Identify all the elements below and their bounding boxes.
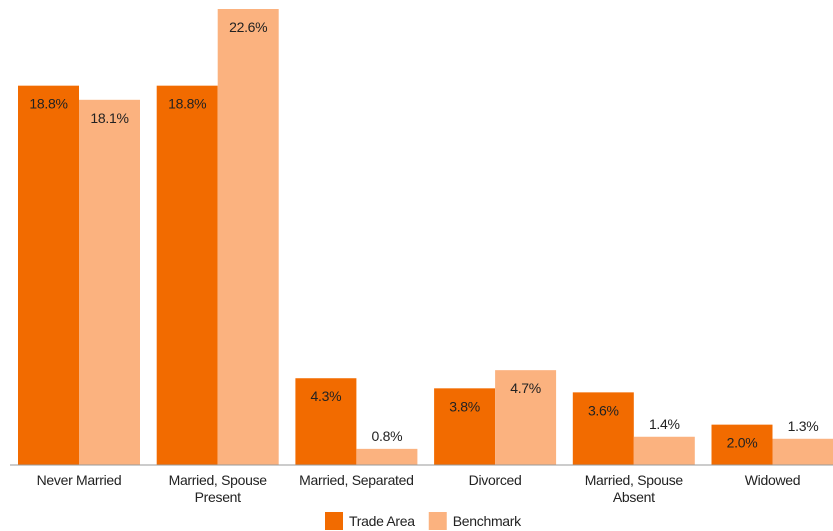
value-label: 4.3% bbox=[311, 388, 342, 404]
x-tick-label: Widowed bbox=[745, 472, 800, 488]
value-label: 18.8% bbox=[168, 96, 206, 112]
legend-label: Benchmark bbox=[453, 513, 522, 529]
bar bbox=[633, 436, 695, 465]
bar bbox=[79, 99, 140, 466]
value-label: 2.0% bbox=[727, 435, 758, 451]
value-label: 4.7% bbox=[510, 380, 541, 396]
bar bbox=[434, 388, 496, 465]
x-tick-label: Never Married bbox=[37, 472, 122, 488]
value-label: 3.8% bbox=[449, 398, 480, 414]
legend-swatch bbox=[325, 512, 343, 530]
x-tick-label: Divorced bbox=[469, 472, 522, 488]
bar bbox=[18, 85, 79, 465]
x-tick-label: Married, Spouse Absent bbox=[585, 472, 684, 505]
x-tick-label: Married, Separated bbox=[299, 472, 413, 488]
bar bbox=[772, 438, 833, 465]
value-label: 18.1% bbox=[90, 110, 128, 126]
x-tick-label: Married, Spouse Present bbox=[169, 472, 268, 505]
bar bbox=[572, 392, 634, 465]
bar bbox=[217, 9, 279, 465]
legend-swatch bbox=[428, 512, 447, 530]
value-label: 1.4% bbox=[649, 416, 680, 432]
bar bbox=[295, 378, 357, 465]
bar bbox=[711, 424, 773, 465]
value-label: 18.8% bbox=[29, 96, 67, 112]
bar bbox=[495, 370, 557, 465]
bar bbox=[356, 448, 418, 465]
bar bbox=[156, 85, 218, 465]
value-label: 0.8% bbox=[372, 428, 403, 444]
value-label: 3.6% bbox=[588, 402, 619, 418]
value-label: 22.6% bbox=[229, 19, 267, 35]
value-label: 1.3% bbox=[788, 418, 819, 434]
legend-label: Trade Area bbox=[349, 513, 415, 529]
